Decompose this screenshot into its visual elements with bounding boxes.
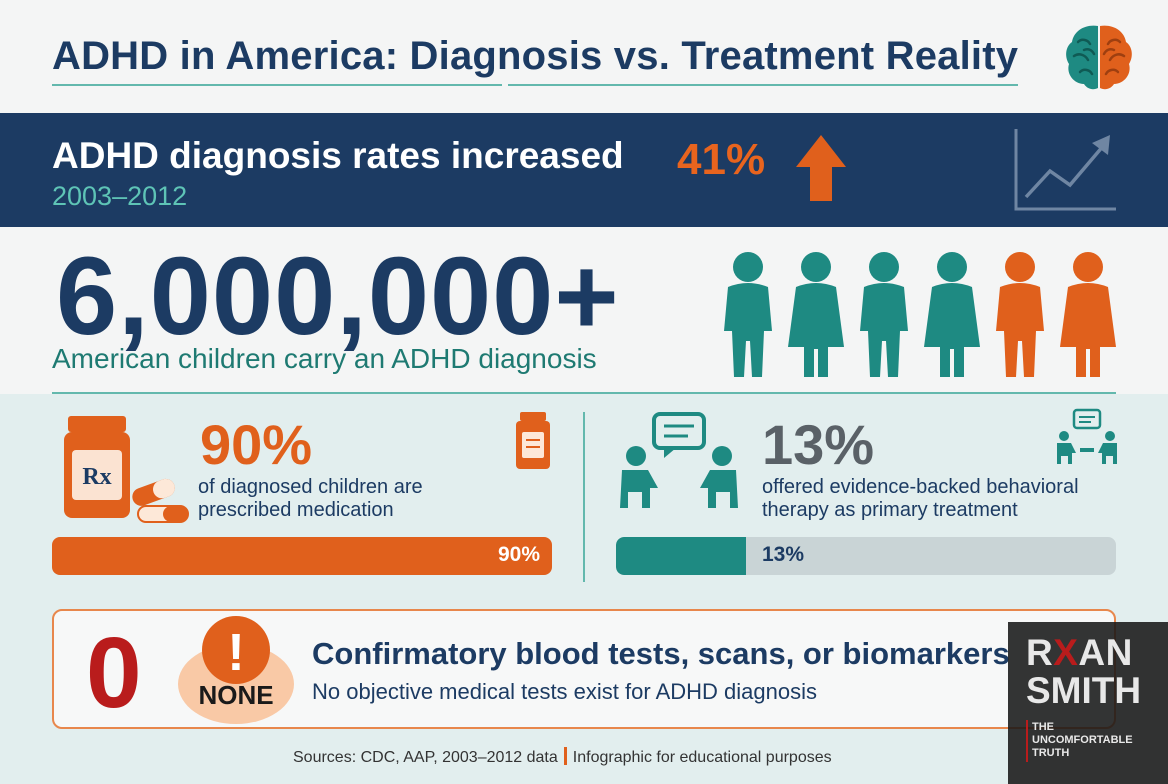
medication-progress-bar: 90% xyxy=(52,537,552,575)
medication-bar-label: 90% xyxy=(497,543,540,566)
child-figure-icon xyxy=(1060,252,1116,377)
watermark-logo-line1: RXAN xyxy=(1026,632,1133,673)
therapy-description: offered evidence-backed behavioral thera… xyxy=(762,476,1079,521)
callout-headline: Confirmatory blood tests, scans, or biom… xyxy=(312,636,1010,671)
medication-percent: 90% xyxy=(200,413,313,476)
therapy-bar-fill xyxy=(616,537,746,575)
zero-count: 0 xyxy=(86,617,142,729)
title-underline-left xyxy=(52,84,502,86)
sources-footer: Sources: CDC, AAP, 2003–2012 data Infogra… xyxy=(293,747,832,767)
none-label: NONE xyxy=(198,680,274,710)
brain-icon xyxy=(1066,25,1132,90)
up-arrow-icon xyxy=(796,135,846,201)
therapy-percent: 13% xyxy=(762,413,875,476)
banner-percent: 41% xyxy=(677,135,766,184)
children-figures-icon xyxy=(724,252,1116,377)
section-divider xyxy=(52,392,1116,394)
title-underline-right xyxy=(508,84,1018,86)
disclaimer-text: Infographic for educational purposes xyxy=(572,749,832,766)
prescription-bottle-icon: Rx xyxy=(64,416,189,523)
column-divider xyxy=(583,412,585,582)
exclamation-icon: ! xyxy=(227,624,244,682)
brand-watermark-logo: RXAN SMITH THE UNCOMFORTABLE TRUTH xyxy=(1008,622,1168,784)
pill-bottle-icon xyxy=(516,412,550,469)
therapy-progress-bar: 13% xyxy=(616,537,1116,575)
child-figure-icon xyxy=(788,252,844,377)
banner-headline: ADHD diagnosis rates increased xyxy=(52,135,624,176)
increase-banner: ADHD diagnosis rates increased 41% 2003–… xyxy=(0,113,1168,227)
watermark-accent-bar xyxy=(1026,720,1028,762)
children-caption: American children carry an ADHD diagnosi… xyxy=(52,343,597,374)
footer-separator xyxy=(563,747,567,765)
child-figure-icon xyxy=(996,252,1044,377)
medication-description: of diagnosed children are prescribed med… xyxy=(198,476,423,521)
banner-years: 2003–2012 xyxy=(52,181,188,211)
child-figure-icon xyxy=(860,252,908,377)
watermark-tagline: THE UNCOMFORTABLE TRUTH xyxy=(1032,721,1133,759)
page-title: ADHD in America: Diagnosis vs. Treatment… xyxy=(52,34,1019,78)
child-figure-icon xyxy=(924,252,980,377)
header: ADHD in America: Diagnosis vs. Treatment… xyxy=(0,0,1168,112)
children-stat-section: 6,000,000+ American children carry an AD… xyxy=(0,227,1168,393)
watermark-logo-line2: SMITH xyxy=(1026,670,1142,711)
warning-badge: ! xyxy=(178,616,294,724)
counseling-icon xyxy=(1057,408,1117,464)
rx-label: Rx xyxy=(82,464,111,490)
sources-text: Sources: CDC, AAP, 2003–2012 data xyxy=(293,749,558,766)
trend-chart-icon xyxy=(1014,129,1116,211)
therapy-session-icon xyxy=(620,412,738,508)
therapy-bar-label: 13% xyxy=(762,543,805,566)
children-count: 6,000,000+ xyxy=(56,235,620,358)
child-figure-icon xyxy=(724,252,772,377)
callout-subtext: No objective medical tests exist for ADH… xyxy=(312,679,817,704)
